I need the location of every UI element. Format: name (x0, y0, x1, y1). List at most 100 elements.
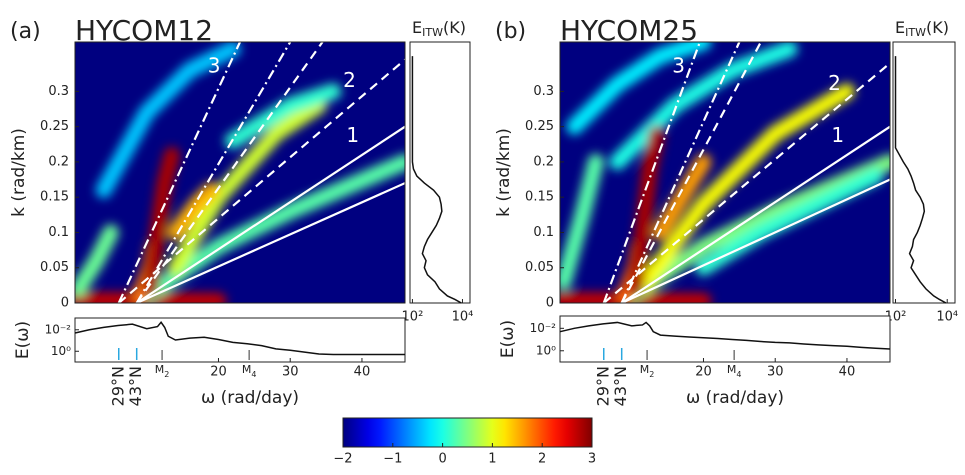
heatmap-ridge (623, 153, 890, 303)
profile-line (411, 56, 462, 304)
y-axis-label: E(ω) (498, 320, 518, 358)
tide-label: M2 (640, 363, 655, 379)
x-axis-label: ω (rad/day) (686, 388, 784, 408)
mode-label: 2 (343, 68, 356, 92)
tide-name: M (155, 363, 165, 376)
ridges (560, 42, 890, 303)
x-tick-label: 30 (767, 365, 784, 380)
x-tick-label: 10⁴ (452, 310, 474, 325)
y-axis-label: k (rad/km) (9, 128, 29, 217)
heatmap-ridge (695, 168, 884, 276)
y-tick-label: 0 (61, 296, 69, 311)
profile-title: EITW(K) (412, 18, 466, 40)
spectrum-line (74, 321, 405, 356)
y-tick-label: 10⁻² (45, 322, 72, 336)
mode-line (135, 42, 324, 303)
mode-label: 2 (828, 71, 841, 95)
y-tick-label: 10⁰ (536, 343, 556, 357)
mode-label: 1 (831, 123, 844, 147)
title-sub: ITW (422, 26, 443, 39)
panel-title: HYCOM25 (560, 14, 698, 47)
x-axis-label: ω (rad/day) (201, 388, 299, 408)
frame (74, 41, 406, 304)
y-tick-label: 0.2 (48, 154, 69, 169)
y-tick-label: 0.1 (533, 225, 554, 240)
mode-line (136, 182, 405, 303)
profile-title: EITW(K) (895, 18, 949, 40)
y-tick-label: 0.15 (525, 190, 554, 205)
y-tick-label: 0.3 (48, 84, 69, 99)
x-tick-label: 10² (402, 310, 424, 325)
mode-line (117, 42, 241, 303)
tide-name: M (242, 363, 252, 376)
tide-sub: 2 (649, 370, 654, 379)
y-tick-label: 0 (546, 296, 554, 311)
x-tick-label: 2 (538, 452, 546, 467)
latitude-label: 43°N (611, 366, 630, 406)
tide-label: M2 (155, 363, 170, 379)
tide-label: M4 (727, 363, 742, 379)
mode-line (136, 125, 405, 303)
y-axis-label: E(ω) (13, 321, 33, 359)
title-main: E (412, 18, 422, 37)
mode-line (621, 178, 890, 303)
ridges (75, 42, 405, 303)
y-tick-label: 10⁻² (530, 321, 557, 335)
x-tick-label: 0 (438, 452, 446, 467)
heatmap-ridge (560, 153, 604, 290)
title-tail: (K) (443, 18, 466, 37)
heatmap-ridge (167, 97, 327, 276)
frame (559, 41, 891, 304)
heatmap-ridge (142, 146, 180, 297)
x-tick-label: 20 (695, 365, 712, 380)
y-tick-label: 0.15 (40, 190, 69, 205)
title-main: E (895, 18, 905, 37)
heatmap-ridge (627, 125, 665, 297)
tide-sub: 4 (251, 370, 256, 379)
tide-name: M (640, 363, 650, 376)
tide-sub: 4 (736, 370, 741, 379)
heatmap-ridge (566, 42, 712, 135)
latitude-label: 43°N (126, 366, 145, 406)
y-tick-label: 0.25 (525, 119, 554, 134)
latitude-label: 29°N (108, 366, 127, 406)
y-tick-label: 0.25 (40, 119, 69, 134)
y-tick-label: 0.05 (525, 260, 554, 275)
mode-line (620, 42, 741, 303)
x-tick-label: 1 (488, 452, 496, 467)
mode-line (620, 42, 762, 303)
x-tick-label: 40 (839, 365, 856, 380)
x-tick-label: 20 (210, 365, 227, 380)
heatmap-ridge (167, 182, 220, 241)
x-tick-label: 30 (282, 365, 299, 380)
title-tail: (K) (926, 18, 949, 37)
plot-area (560, 42, 890, 303)
x-tick-label: 3 (588, 452, 596, 467)
heatmap-ridge (75, 224, 119, 297)
heatmap-ridge (95, 42, 241, 199)
frame (892, 41, 956, 304)
title-sub: ITW (905, 26, 926, 39)
y-tick-label: 0.05 (40, 260, 69, 275)
mode-label: 1 (346, 123, 359, 147)
mode-label: 3 (672, 53, 685, 77)
y-axis-label: k (rad/km) (494, 128, 514, 217)
frame (409, 41, 471, 304)
heatmap-ridge (652, 153, 712, 241)
mode-line (603, 62, 890, 303)
mode-line (621, 125, 890, 303)
heatmap-ridge (75, 292, 227, 303)
mode-label: 3 (208, 53, 221, 77)
colorbar (342, 417, 593, 448)
heatmap-ridge (560, 292, 712, 303)
y-tick-label: 0.3 (533, 84, 554, 99)
panel-label: (a) (10, 19, 41, 44)
x-tick-label: −2 (333, 452, 352, 467)
plot-area (75, 42, 405, 303)
x-tick-label: 10⁴ (936, 310, 958, 325)
tide-name: M (727, 363, 737, 376)
y-tick-label: 0.1 (48, 225, 69, 240)
spectrum-line (559, 321, 891, 350)
y-tick-label: 0.2 (533, 154, 554, 169)
